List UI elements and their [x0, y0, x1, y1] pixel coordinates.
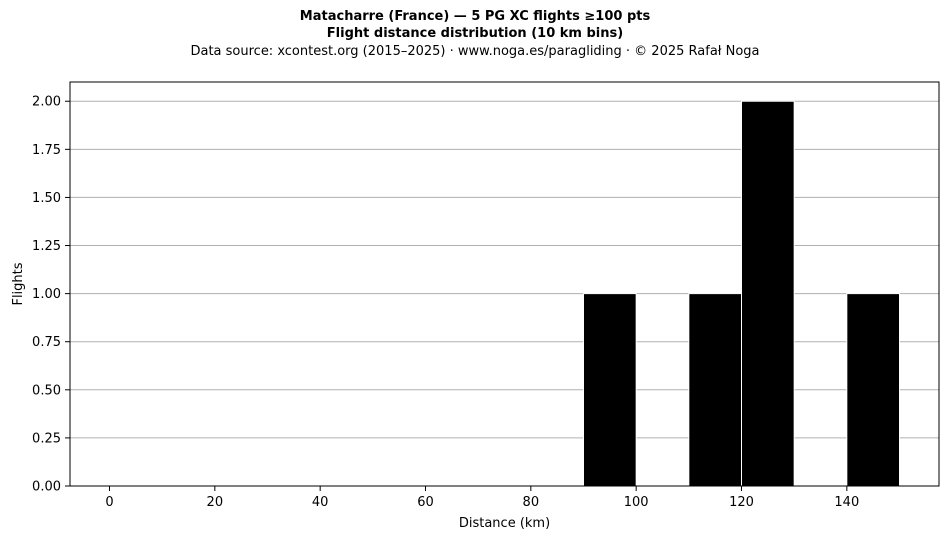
y-tick-label: 2.00 — [32, 95, 61, 110]
chart-title-line2: Flight distance distribution (10 km bins… — [326, 26, 624, 41]
y-tick-label: 1.75 — [32, 143, 61, 158]
x-tick-label: 100 — [624, 495, 649, 510]
ticks: 0 20 40 60 80 100 120 140 0.00 0.25 0.50 0.75 1.00 1.… — [32, 95, 859, 510]
x-tick-label: 140 — [834, 495, 859, 510]
chart-title-block: Matacharre (France) — 5 PG XC flights ≥1… — [0, 8, 950, 61]
x-tick-label: 0 — [105, 495, 113, 510]
bars — [583, 100, 900, 487]
x-tick-label: 20 — [207, 495, 224, 510]
plot-frame — [69, 81, 940, 487]
x-tick-label: 60 — [417, 495, 434, 510]
x-tick-label: 120 — [729, 495, 754, 510]
x-tick-label: 40 — [312, 495, 329, 510]
chart-title: Matacharre (France) — 5 PG XC flights ≥1… — [299, 9, 651, 24]
y-tick-label: 0.75 — [32, 335, 61, 350]
x-axis-label: Distance (km) — [459, 516, 550, 531]
y-tick-label: 1.00 — [32, 287, 61, 302]
x-tick-label: 80 — [523, 495, 540, 510]
chart-subtitle: Data source: xcontest.org (2015–2025) · … — [190, 44, 760, 59]
y-tick-label: 0.25 — [32, 431, 61, 446]
grid-lines — [70, 100, 939, 439]
bar-140-150 — [846, 293, 900, 487]
bar-120-130 — [741, 100, 795, 487]
bar-110-120 — [688, 293, 742, 487]
y-tick-label: 0.50 — [32, 383, 61, 398]
bar-90-100 — [583, 293, 637, 487]
y-axis-label: Flights — [11, 262, 26, 305]
y-tick-label: 1.25 — [32, 239, 61, 254]
y-tick-label: 0.00 — [32, 480, 61, 495]
y-tick-label: 1.50 — [32, 191, 61, 206]
